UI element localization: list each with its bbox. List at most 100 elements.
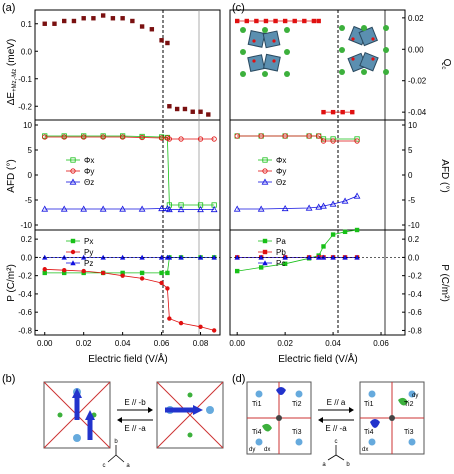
legend-label-c-bot-1: Pb [276,248,286,257]
ti3-label-d2: Ti3 [404,429,414,436]
xtick-label-2-2: 0.04 [115,339,131,348]
data-point-4-1-0 [234,133,240,139]
data-point-1-2-3 [99,205,107,212]
data-point-0-0-4 [81,16,86,21]
data-point-2-0-5 [139,270,145,276]
data-point-2-1-7 [165,286,170,291]
xtick-label-2-0: 0.00 [37,339,53,348]
data-point-2-2-11 [211,254,217,260]
ylabel-afd-left: AFD (°) [6,159,17,192]
data-point-0-0-6 [100,13,106,18]
legend-marker-a-bot-1 [70,249,76,255]
axis-c-label-b: c [103,463,106,469]
dx-label-d1: dx [264,447,270,453]
data-point-0-1-5 [206,112,211,117]
ytick-label-3-0: 0.02 [408,14,424,23]
data-point-3-0-3 [263,18,269,24]
xtick-label-2-1: 0.02 [76,339,92,348]
xtick-label-2-3: 0.06 [154,339,170,348]
ytick-label-3-2: -0.02 [408,77,427,86]
data-point-5-2-0 [234,254,240,260]
legend-marker-a-bot-0 [70,238,76,244]
data-point-4-1-7 [354,138,360,144]
data-point-3-0-9 [316,18,321,24]
ytick-label-4-3: -5 [408,196,416,205]
ylabel-afd-right: AFD (°) [439,159,450,192]
data-point-5-2-6 [330,254,336,260]
legend-marker-a-mid-1 [70,168,76,174]
data-point-0-1-3 [190,109,195,114]
ytick-label-0-3: -0.2 [18,102,32,111]
crystal-inset-right [339,25,389,75]
data-point-0-1-4 [198,109,203,114]
data-point-1-1-11 [211,136,217,142]
xtick-label-5-2: 0.04 [325,339,341,348]
ytick-label-3-3: -0.04 [408,108,427,117]
legend-layer: Φx Φy Θz Px Py Pz Φx Φy Θz Pa Pb Pc [66,156,286,268]
ytick-label-2-2: -0.2 [18,272,32,281]
legend-label-a-bot-2: Pz [84,259,93,268]
data-point-1-2-1 [60,205,68,212]
panel-label-d: (d) [232,373,245,385]
schematic-b: E // -b E // -a b c a [43,381,224,469]
legend-marker-c-bot-0 [262,238,268,244]
data-point-0-0-10 [139,24,145,29]
ytick-label-4-4: -10 [408,221,420,230]
data-point-3-0-2 [254,18,259,24]
data-point-4-2-3 [305,204,313,211]
field-label-b-backward: E // -a [124,424,146,433]
legend-marker-a-mid-2 [69,178,77,185]
data-point-0-1-0 [167,104,172,109]
data-point-0-0-5 [91,16,96,21]
axis-c-label-d: c [335,439,338,445]
data-point-2-1-10 [198,324,203,329]
ytick-label-1-4: -10 [20,221,32,230]
data-point-4-1-3 [306,133,312,139]
data-point-4-1-2 [282,133,288,139]
data-point-1-1-2 [81,134,87,140]
frame-c-mid [229,119,406,231]
data-point-0-1-2 [182,106,188,112]
data-point-2-1-9 [178,320,184,326]
ytick-label-2-4: -0.6 [18,308,32,317]
data-point-5-0-2 [282,261,288,266]
data-point-0-0-12 [159,38,164,43]
data-point-1-1-3 [100,134,106,140]
data-point-5-0-0 [234,268,240,274]
axis-a-label-b: a [126,463,130,469]
data-point-5-0-7 [342,229,348,235]
data-point-4-1-4 [316,133,322,139]
data-point-4-2-7 [341,197,349,204]
blob-green-d1 [262,423,272,432]
dy-label-d2: dy [412,393,418,399]
ylabel-qc: Qc [440,59,452,70]
data-point-3-0-6 [292,18,297,24]
data-point-1-1-5 [139,134,145,141]
field-label-b-forward: E // -b [124,398,146,407]
data-point-0-0-1 [52,21,57,26]
data-point-2-2-9 [178,254,184,260]
legend-label-c-mid-2: Θz [276,178,286,187]
legend-label-a-mid-2: Θz [84,178,94,187]
ytick-label-5-0: 0.2 [408,235,420,244]
data-point-3-1-0 [321,109,326,115]
data-point-3-0-8 [311,18,317,24]
frame-a-bot [34,229,221,336]
data-point-4-2-8 [353,192,361,199]
ytick-label-2-3: -0.4 [18,290,32,299]
data-point-1-1-6 [158,135,165,141]
legend-marker-a-bot-2 [70,260,76,266]
series-line-2-1 [44,268,215,331]
data-point-2-0-1 [62,270,67,276]
axis-b-label: b [114,439,118,445]
frame-a-top [34,9,221,121]
xlabel-left: Electric field (V/Å) [88,352,167,365]
blob-green-d2 [398,397,408,406]
panel-label-a: (a) [2,2,15,14]
data-point-2-0-0 [42,270,47,276]
ti1-label-d: Ti1 [252,401,262,408]
data-point-4-1-6 [330,138,336,144]
ylabel-dE: ΔE+Mz,-Mz (meV) [6,39,18,106]
legend-marker-c-bot-1 [262,249,268,255]
data-point-1-2-11 [210,205,218,213]
